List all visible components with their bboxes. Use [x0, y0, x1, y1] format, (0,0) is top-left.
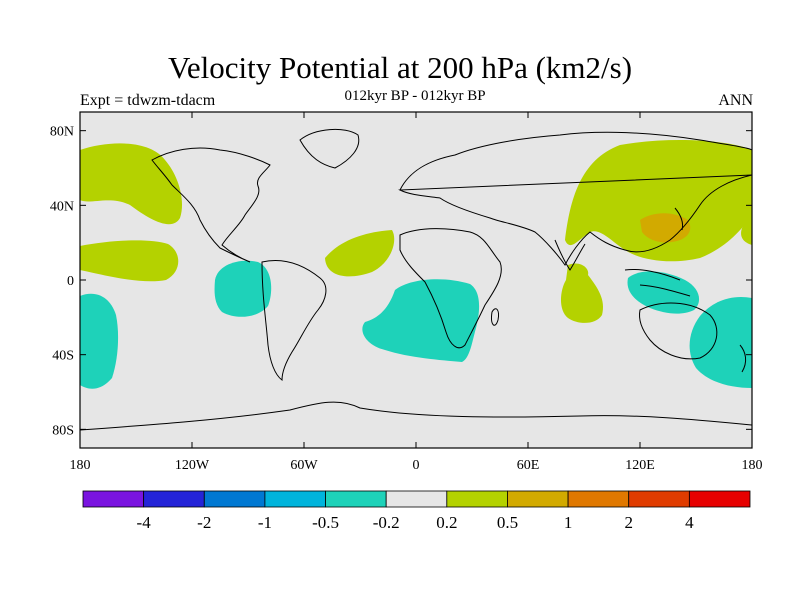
colorbar-label: 0.2: [436, 513, 457, 532]
lon-tick-label: 180: [70, 458, 91, 473]
season-label: ANN: [718, 92, 753, 109]
colorbar-swatch: [507, 490, 569, 508]
colorbar-swatch: [688, 490, 751, 508]
lon-tick-label: 0: [413, 458, 420, 473]
contour-negative-maritime-continent: [627, 271, 700, 314]
colorbar-swatch: [82, 490, 145, 508]
colorbar-swatch: [567, 490, 630, 508]
lon-tick-label: 120E: [625, 458, 655, 473]
contour-negative-east-pacific: [214, 260, 272, 317]
colorbar-label: 4: [685, 513, 694, 532]
colorbar-label: -0.5: [312, 513, 339, 532]
coast-europe-asia: [398, 131, 752, 266]
colorbar-swatch: [264, 490, 326, 508]
colorbar: -4 -2 -1 -0.5 -0.2 0.2 0.5 1 2 4: [82, 490, 751, 532]
colorbar-swatch: [143, 490, 205, 508]
colorbar-swatch: [628, 490, 690, 508]
coast-madagascar: [491, 308, 499, 326]
colorbar-swatch: [203, 490, 266, 508]
lat-tick-label: 80N: [50, 125, 74, 140]
coast-antarctica: [80, 401, 752, 431]
lon-tick-label: 60W: [290, 458, 318, 473]
contour-strong-positive-japan: [640, 213, 691, 243]
colorbar-label: 0.5: [497, 513, 518, 532]
contour-positive-npacific-west: [80, 143, 183, 225]
colorbar-swatch: [385, 490, 448, 508]
experiment-label: Expt = tdwzm-tdacm: [80, 92, 216, 109]
lon-tick-label: 60E: [517, 458, 540, 473]
map-subtitle: 012kyr BP - 012kyr BP: [344, 88, 486, 104]
lon-tick-label: 180: [742, 458, 763, 473]
coast-africa: [399, 228, 502, 349]
colorbar-swatch: [325, 490, 387, 508]
map-title: Velocity Potential at 200 hPa (km2/s): [167, 50, 633, 85]
lat-tick-label: 0: [67, 274, 74, 289]
coast-maritime-continent: [624, 269, 691, 297]
colorbar-label: -0.2: [373, 513, 400, 532]
coast-japan: [674, 207, 683, 231]
lat-tick-label: 40N: [50, 199, 74, 214]
coast-new-zealand: [739, 344, 747, 373]
contour-positive-east-edge: [741, 215, 752, 245]
colorbar-label: -4: [137, 513, 152, 532]
coast-north-america: [151, 147, 271, 263]
coastlines: [80, 128, 752, 431]
lon-tick-label: 120W: [175, 458, 210, 473]
coast-greenland: [299, 128, 360, 169]
contour-positive-tropical-pacific: [80, 240, 179, 282]
colorbar-label: -2: [197, 513, 211, 532]
axis-ticks: 80N 40N 0 40S 80S 180 120W 60W 0 60E 120E 180: [50, 112, 763, 473]
colorbar-label: -1: [258, 513, 272, 532]
contour-positive-atlantic: [325, 230, 395, 277]
lat-tick-label: 80S: [52, 423, 74, 438]
lat-tick-label: 40S: [52, 349, 74, 364]
contour-negative-southwest-pacific: [689, 296, 752, 388]
colorbar-swatch: [446, 490, 508, 508]
coast-india: [554, 239, 586, 271]
colorbar-label: 1: [564, 513, 573, 532]
colorbar-label: 2: [624, 513, 633, 532]
contour-negative-south-pacific-west: [80, 293, 119, 389]
coast-australia: [639, 302, 718, 360]
contour-positive-indian: [561, 263, 604, 323]
coast-south-america: [261, 260, 327, 381]
contour-positive-asia: [565, 139, 752, 262]
